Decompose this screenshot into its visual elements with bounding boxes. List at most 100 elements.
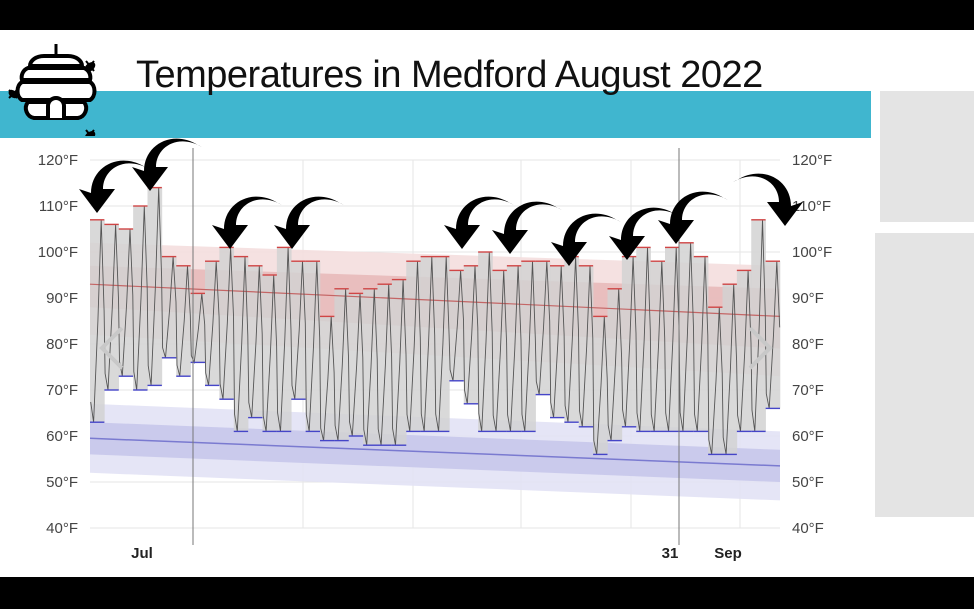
y-tick-label-right: 90°F (792, 290, 824, 307)
daily-range-bar (506, 265, 522, 432)
curved-arrow-icon (79, 160, 149, 213)
daily-range-bar (736, 270, 752, 432)
daily-range-bar (578, 265, 594, 427)
bee-icon (8, 89, 18, 99)
arrow-shape (492, 201, 562, 254)
daily-range-bar (248, 265, 263, 418)
daily-range-bar (90, 219, 105, 423)
daily-range-bar (377, 284, 393, 446)
daily-range-bar (550, 265, 565, 418)
y-tick-label-left: 110°F (39, 198, 78, 215)
y-tick-label-right: 120°F (792, 152, 832, 169)
side-panel-top (880, 91, 974, 222)
temperature-chart: 40°F 40°F 50°F 50°F 60°F 60°F 70°F 70°F 80°F 80°F… (38, 138, 832, 562)
daily-range-bar (492, 270, 508, 432)
curved-arrow-icon (212, 196, 282, 249)
daily-range-bar (463, 265, 479, 404)
arrow-shape (658, 191, 728, 244)
daily-range-bar (147, 187, 163, 386)
x-tick-label: Sep (714, 545, 742, 562)
y-tick-label-right: 80°F (792, 336, 824, 353)
y-tick-label-left: 70°F (46, 382, 78, 399)
daily-range-bar (104, 224, 120, 390)
daily-range-bar (665, 247, 680, 432)
arrow-shape (444, 196, 514, 249)
avg-high-line (89, 283, 781, 317)
daily-range-bar (348, 293, 364, 436)
daily-range-bar (621, 256, 637, 427)
daily-range-bar (593, 316, 608, 455)
daily-range-bar (176, 265, 191, 377)
y-tick-label-right: 40°F (792, 520, 824, 537)
y-tick-label-left: 90°F (46, 290, 78, 307)
y-tick-label-left: 100°F (38, 244, 78, 261)
daily-range-bar (722, 284, 738, 455)
daily-range-bar (693, 256, 709, 432)
chevron-left-icon (99, 326, 124, 370)
daily-range-bar (291, 261, 306, 400)
arrow-shape (274, 196, 344, 249)
avg-low-line (89, 437, 781, 467)
daily-range-bar (161, 256, 177, 358)
arrow-shape (733, 173, 803, 226)
page-title: Temperatures in Medford August 2022 (136, 54, 763, 96)
daily-range-bar (636, 247, 651, 432)
chevron-right-icon (748, 326, 773, 370)
daily-range-bar (406, 261, 421, 432)
arrow-shape (609, 207, 679, 260)
y-tick-label-right: 110°F (792, 198, 831, 215)
daily-range-bar (262, 275, 278, 432)
y-tick-label-right: 60°F (792, 428, 824, 445)
y-tick-label-right: 50°F (792, 474, 824, 491)
title-banner (0, 91, 871, 138)
daily-range-bar (679, 242, 695, 432)
x-tick-label: 31 (662, 545, 679, 562)
y-tick-label-left: 120°F (38, 152, 78, 169)
daily-range-bar (363, 288, 378, 446)
daily-range-bar (334, 288, 350, 441)
daily-range-bar (320, 316, 335, 441)
curved-arrow-icon (658, 191, 728, 244)
y-tick-label-left: 60°F (46, 428, 78, 445)
arrow-shape (79, 160, 149, 213)
daily-range-bar (391, 279, 407, 446)
y-tick-label-right: 100°F (792, 244, 832, 261)
daily-range-bar (449, 270, 465, 381)
daily-range-bar (535, 261, 551, 395)
arrow-shape (212, 196, 282, 249)
curved-arrow-icon (609, 207, 679, 260)
arrow-shape (132, 138, 202, 191)
arrow-shape (551, 213, 621, 266)
daily-range-bar (650, 261, 666, 432)
daily-range-bar (708, 307, 723, 455)
daily-range-bar (478, 252, 493, 432)
y-tick-label-left: 40°F (46, 520, 78, 537)
slide: Temperatures in Medford August 2022 40°F… (0, 30, 974, 577)
daily-range-bar (521, 261, 536, 432)
daily-range-bar (564, 256, 580, 423)
daily-range-bar (607, 288, 623, 441)
curved-arrow-icon (492, 201, 562, 254)
daily-range-bar (133, 206, 148, 390)
beehive-logo-icon (8, 44, 97, 136)
daily-range-bar (765, 261, 781, 409)
curved-arrow-icon (733, 173, 803, 226)
hourly-temperature-trace (90, 187, 781, 455)
y-tick-label-left: 80°F (46, 336, 78, 353)
curved-arrow-icon (551, 213, 621, 266)
bee-icon (84, 60, 96, 72)
daily-range-bar (205, 261, 220, 386)
side-panel-bottom (875, 233, 974, 517)
curved-arrow-icon (274, 196, 344, 249)
y-tick-label-right: 70°F (792, 382, 824, 399)
y-tick-label-left: 50°F (46, 474, 78, 491)
curved-arrow-icon (444, 196, 514, 249)
daily-range-bar (219, 247, 235, 400)
curved-arrow-icon (132, 138, 202, 191)
daily-range-bar (190, 293, 206, 363)
daily-range-bar (118, 229, 134, 377)
daily-range-bar (305, 261, 321, 432)
daily-range-bar (751, 219, 766, 432)
bee-icon (84, 129, 96, 136)
daily-range-bar (233, 256, 249, 432)
